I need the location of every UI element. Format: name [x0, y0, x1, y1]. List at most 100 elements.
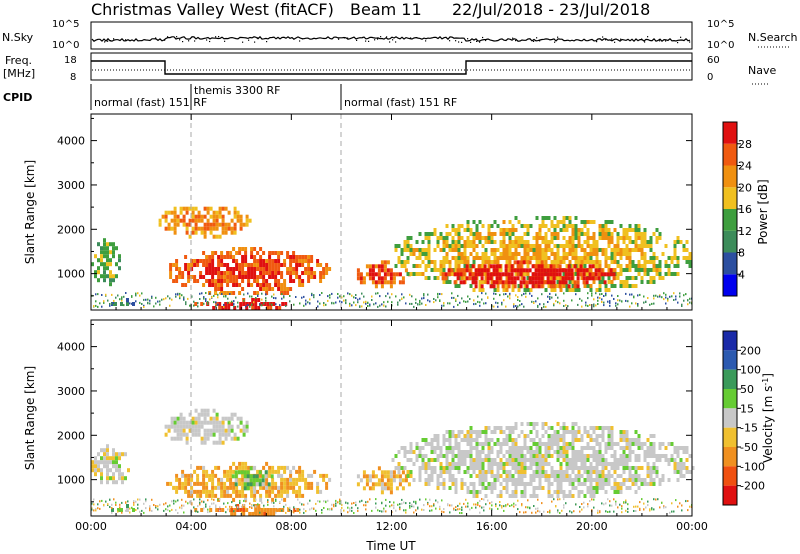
power-echo-cell [499, 256, 503, 260]
velocity-echo-cell [439, 446, 443, 450]
power-near-range-cell [295, 296, 297, 298]
velocity-echo-cell [295, 477, 299, 482]
power-near-range-cell [425, 304, 427, 306]
power-near-range-cell [193, 300, 195, 303]
velocity-echo-cell [442, 470, 446, 474]
power-echo-cell [553, 244, 557, 248]
power-near-range-cell [487, 296, 489, 299]
power-echo-cell [532, 248, 536, 252]
velocity-echo-cell [371, 474, 375, 479]
velocity-near-range-cell [381, 510, 383, 513]
velocity-echo-cell [191, 416, 195, 421]
power-near-range-cell [103, 301, 105, 304]
power-echo-cell [546, 280, 550, 285]
velocity-echo-cell [598, 478, 602, 482]
power-echo-cell [118, 266, 121, 271]
power-echo-cell [504, 280, 508, 285]
power-echo-cell [631, 228, 635, 232]
power-echo-cell [103, 278, 106, 283]
velocity-echo-cell [298, 489, 302, 494]
power-echo-cell [534, 280, 538, 285]
velocity-echo-cell [218, 428, 222, 433]
velocity-echo-cell [256, 469, 260, 474]
power-echo-cell [97, 242, 100, 247]
velocity-echo-cell [499, 450, 503, 454]
power-echo-cell [682, 256, 686, 260]
velocity-near-range-cell [323, 500, 325, 503]
velocity-echo-cell [253, 489, 257, 494]
velocity-echo-cell [365, 478, 369, 483]
power-echo-cell [646, 268, 650, 272]
power-near-range-cell [625, 299, 627, 302]
velocity-echo-cell [242, 424, 246, 429]
power-near-range-cell [613, 298, 615, 300]
velocity-colorbar-cell [723, 485, 737, 505]
power-echo-cell [454, 264, 458, 268]
velocity-echo-cell [493, 442, 497, 446]
velocity-echo-cell [433, 470, 437, 474]
power-echo-cell [502, 240, 506, 244]
velocity-echo-cell [466, 430, 470, 434]
velocity-echo-cell [421, 458, 425, 462]
power-echo-cell [182, 206, 186, 211]
velocity-near-range-cell [405, 509, 407, 512]
power-echo-cell [480, 284, 484, 289]
power-echo-cell [550, 288, 554, 292]
power-near-range-cell [249, 305, 251, 308]
power-echo-cell [424, 268, 428, 272]
velocity-echo-cell [628, 438, 632, 442]
velocity-echo-cell [517, 478, 521, 482]
velocity-echo-cell [496, 438, 500, 442]
velocity-near-range-cell [181, 507, 183, 510]
velocity-near-range-cell [231, 501, 233, 504]
power-echo-cell [179, 218, 183, 223]
velocity-echo-cell [246, 474, 250, 479]
power-near-range-cell [657, 295, 659, 298]
noise-search-dot [299, 40, 301, 42]
power-echo-cell [549, 280, 553, 285]
velocity-echo-cell [574, 462, 578, 466]
power-near-range-cell [367, 305, 369, 307]
power-echo-cell [377, 276, 381, 281]
velocity-echo-cell [508, 470, 512, 474]
velocity-echo-cell [181, 481, 185, 486]
velocity-near-range-cell [525, 511, 527, 514]
power-echo-cell [580, 260, 584, 264]
velocity-echo-cell [601, 438, 605, 442]
power-echo-cell [202, 263, 206, 267]
velocity-echo-cell [170, 424, 174, 429]
power-echo-cell [217, 287, 221, 291]
power-near-range-cell [525, 292, 527, 295]
velocity-near-range-cell [457, 508, 459, 511]
power-echo-cell [254, 302, 258, 306]
velocity-echo-cell [652, 442, 656, 446]
velocity-echo-cell [448, 462, 452, 466]
velocity-echo-cell [454, 478, 458, 482]
power-near-range-cell [433, 298, 435, 300]
velocity-echo-cell [475, 450, 479, 454]
velocity-echo-cell [230, 508, 234, 512]
power-echo-cell [637, 232, 641, 236]
velocity-near-range-cell [443, 508, 445, 510]
velocity-echo-cell [607, 434, 611, 438]
velocity-echo-cell [283, 477, 287, 482]
velocity-echo-cell [550, 482, 554, 486]
velocity-near-range-cell [125, 501, 127, 504]
power-echo-cell [487, 228, 491, 232]
velocity-echo-cell [679, 446, 683, 450]
time-tick-label: 12:00 [376, 520, 408, 533]
velocity-echo-cell [529, 430, 533, 434]
noise-search-dot [365, 40, 367, 42]
velocity-echo-cell [91, 464, 94, 469]
power-echo-cell [233, 214, 237, 219]
power-echo-cell [576, 284, 580, 289]
power-echo-cell [484, 248, 488, 252]
power-echo-cell [526, 276, 530, 280]
velocity-echo-cell [187, 481, 191, 486]
velocity-echo-cell [268, 469, 272, 474]
velocity-near-range-cell [199, 503, 201, 506]
velocity-echo-cell [571, 422, 575, 426]
velocity-echo-cell [194, 424, 198, 429]
velocity-echo-cell [187, 493, 191, 498]
velocity-echo-cell [255, 474, 259, 479]
